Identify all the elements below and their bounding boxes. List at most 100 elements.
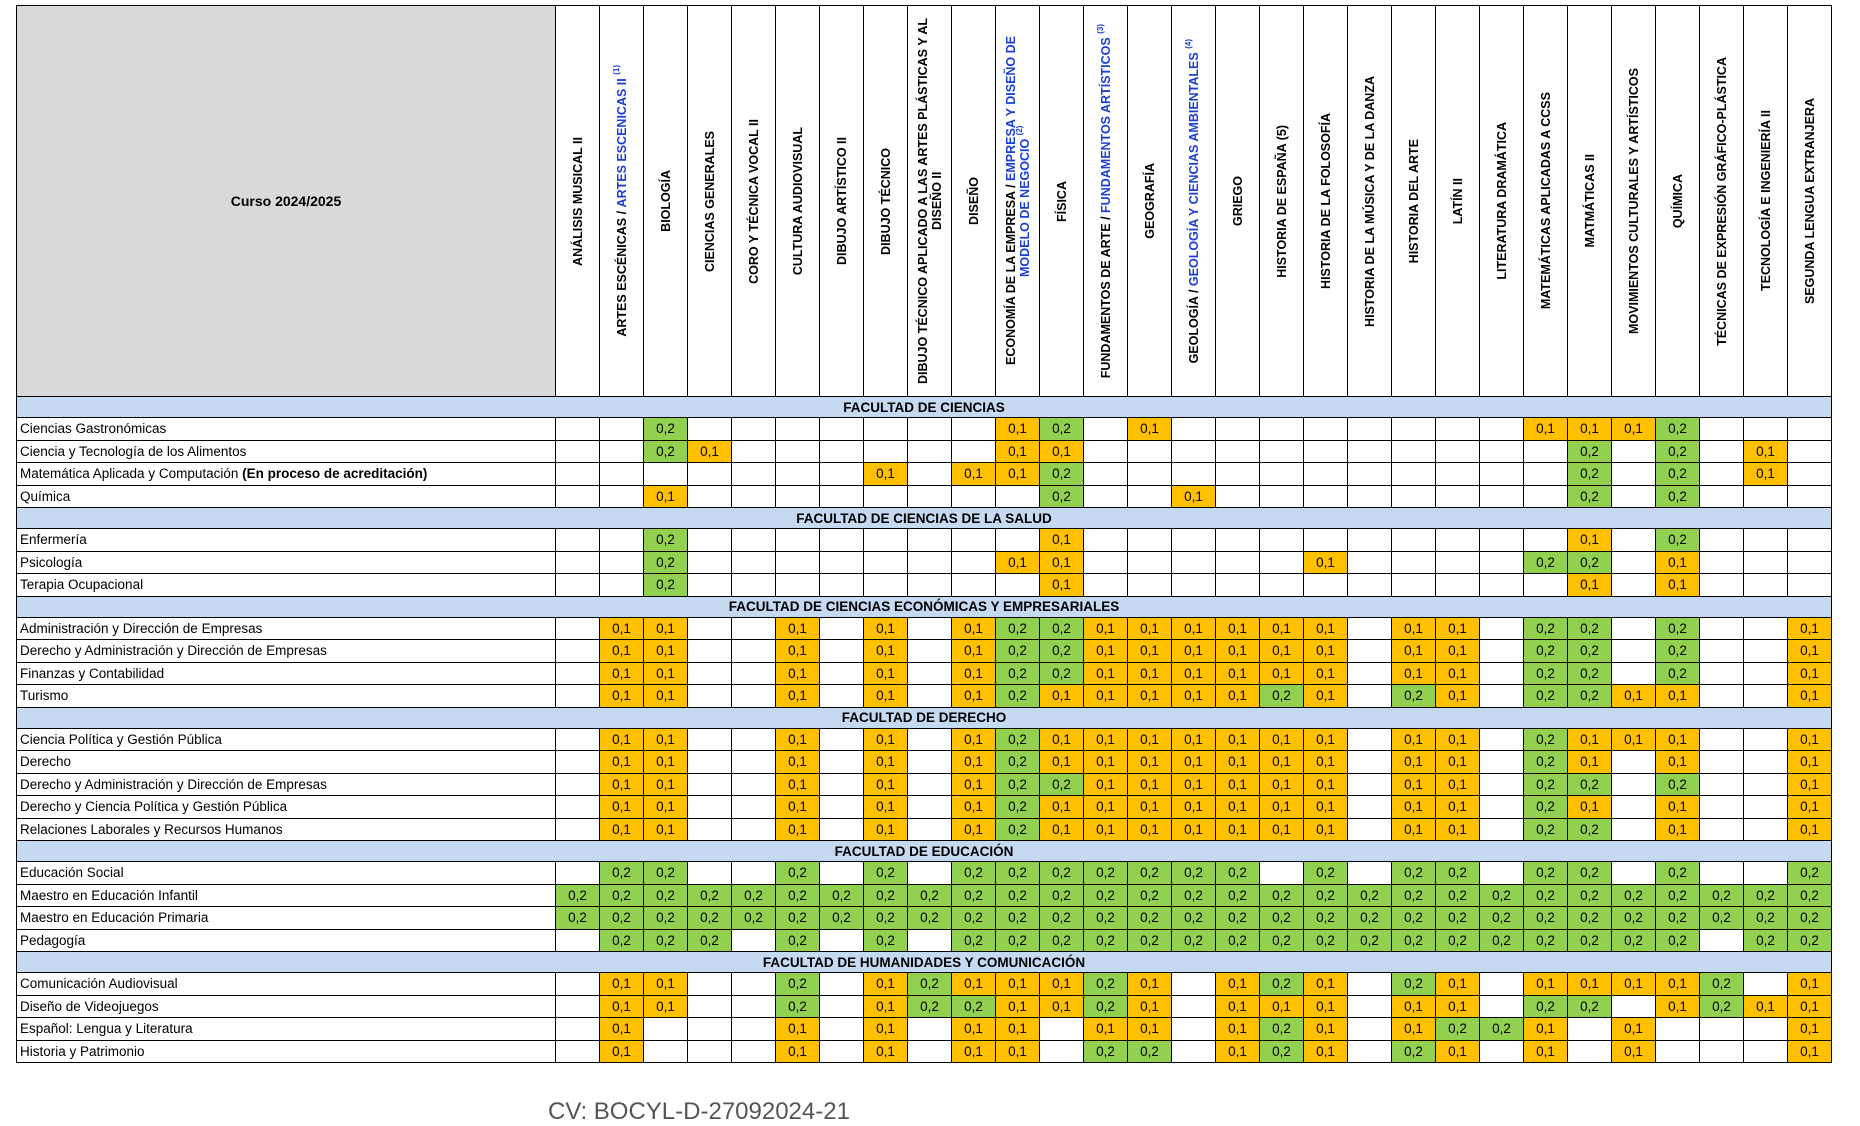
degree-name: Historia y Patrimonio (16, 1039, 556, 1063)
weight-cell (1347, 528, 1392, 552)
weight-cell (907, 616, 952, 640)
weight-cell: 0,1 (1127, 616, 1172, 640)
weight-cell (555, 439, 600, 463)
weight-cell: 0,1 (1039, 550, 1084, 574)
weight-cell (1083, 417, 1128, 441)
weight-cell: 0,2 (1127, 861, 1172, 885)
weight-cell: 0,1 (1787, 684, 1832, 708)
weight-cell (1655, 1039, 1700, 1063)
weight-cell (1171, 972, 1216, 996)
weight-cell (1479, 684, 1524, 708)
weight-cell: 0,1 (1655, 727, 1700, 751)
weight-cell (863, 484, 908, 508)
weight-cell (1743, 750, 1788, 774)
weight-cell: 0,2 (1303, 906, 1348, 930)
weight-cell: 0,2 (643, 528, 688, 552)
weight-cell (1435, 439, 1480, 463)
weight-cell: 0,1 (1171, 772, 1216, 796)
weight-cell: 0,1 (1567, 727, 1612, 751)
weight-cell: 0,1 (1435, 639, 1480, 663)
weight-cell (907, 528, 952, 552)
weight-cell: 0,2 (1259, 1017, 1304, 1041)
weight-cell (819, 661, 864, 685)
weight-cell (1787, 462, 1832, 486)
weight-cell: 0,2 (643, 906, 688, 930)
weight-cell: 0,2 (951, 906, 996, 930)
weight-cell: 0,2 (1435, 928, 1480, 952)
weight-cell: 0,2 (1127, 906, 1172, 930)
table-row: Educación Social 0,2 0,2 0,2 0,2 0,2 0,2 0,2 0,2… (16, 861, 1832, 885)
weight-cell (907, 684, 952, 708)
weight-cell (599, 573, 644, 597)
weight-cell: 0,1 (1523, 417, 1568, 441)
weight-cell: 0,2 (1479, 883, 1524, 907)
weight-cell (1523, 439, 1568, 463)
weight-cell: 0,1 (1215, 972, 1260, 996)
weight-cell: 0,1 (1567, 750, 1612, 774)
subject-label: BIOLOGÍA (658, 170, 673, 232)
weight-cell: 0,2 (1083, 972, 1128, 996)
weight-cell: 0,1 (1743, 462, 1788, 486)
subject-header: MOVIMIENTOS CULTURALES Y ARTÍSTICOS (1611, 5, 1656, 397)
weight-cell (1171, 994, 1216, 1018)
weight-cell: 0,1 (1655, 684, 1700, 708)
weight-cell: 0,2 (951, 861, 996, 885)
subject-label: GEOLOGÍA / GEOLOGÍA Y CIENCIAS AMBIENTAL… (1183, 38, 1201, 364)
weight-cell (1479, 972, 1524, 996)
subject-label: SEGUNDA LENGUA EXTRANJERA (1802, 97, 1817, 305)
weight-cell (907, 795, 952, 819)
weight-cell (1347, 684, 1392, 708)
degree-name: Relaciones Laborales y Recursos Humanos (16, 817, 556, 841)
weight-cell (731, 528, 776, 552)
subject-label: DISEÑO (966, 177, 981, 225)
weight-cell (687, 661, 732, 685)
weight-cell: 0,1 (1391, 772, 1436, 796)
weight-cell: 0,2 (643, 573, 688, 597)
weight-cell (687, 817, 732, 841)
weight-cell: 0,1 (1655, 573, 1700, 597)
weight-cell (1523, 573, 1568, 597)
weight-cell: 0,2 (1479, 906, 1524, 930)
weight-cell: 0,1 (687, 439, 732, 463)
weight-cell (1479, 750, 1524, 774)
weight-cell (1787, 439, 1832, 463)
weight-cell (731, 639, 776, 663)
weight-cell (1347, 795, 1392, 819)
weight-cell: 0,1 (1567, 795, 1612, 819)
weight-cell: 0,1 (1655, 972, 1700, 996)
weight-cell: 0,1 (1303, 661, 1348, 685)
weight-cell (1171, 573, 1216, 597)
weight-cell: 0,1 (1259, 661, 1304, 685)
weight-cell (1611, 616, 1656, 640)
weight-cell: 0,1 (1567, 528, 1612, 552)
weight-cell: 0,1 (1215, 639, 1260, 663)
weight-cell: 0,2 (1743, 928, 1788, 952)
weight-cell: 0,1 (863, 661, 908, 685)
weight-cell (1259, 484, 1304, 508)
degree-name: Ciencia Política y Gestión Pública (16, 727, 556, 751)
weight-cell: 0,1 (1391, 661, 1436, 685)
weight-cell: 0,2 (819, 883, 864, 907)
weight-cell: 0,2 (1655, 772, 1700, 796)
subject-label: HISTORIA DEL ARTE (1406, 138, 1421, 264)
table-row: Terapia Ocupacional 0,2 0,1 0,1 0,1 (16, 573, 1832, 597)
weight-cell (1083, 573, 1128, 597)
weight-cell: 0,2 (907, 906, 952, 930)
weight-cell (1611, 439, 1656, 463)
weight-cell: 0,2 (1127, 883, 1172, 907)
weight-cell (1347, 462, 1392, 486)
weight-cell: 0,1 (643, 750, 688, 774)
weight-cell: 0,1 (643, 616, 688, 640)
weight-cell: 0,2 (1303, 883, 1348, 907)
weight-cell: 0,2 (1523, 616, 1568, 640)
weight-cell (951, 417, 996, 441)
weight-cell: 0,2 (995, 684, 1040, 708)
weight-cell: 0,1 (775, 817, 820, 841)
weight-cell (1171, 528, 1216, 552)
weight-cell: 0,1 (1127, 994, 1172, 1018)
faculty-heading: FACULTAD DE CIENCIAS ECONÓMICAS Y EMPRES… (16, 595, 1832, 618)
weight-cell (1699, 661, 1744, 685)
weight-cell: 0,2 (1259, 972, 1304, 996)
weight-cell: 0,2 (643, 417, 688, 441)
weight-cell: 0,2 (1039, 861, 1084, 885)
